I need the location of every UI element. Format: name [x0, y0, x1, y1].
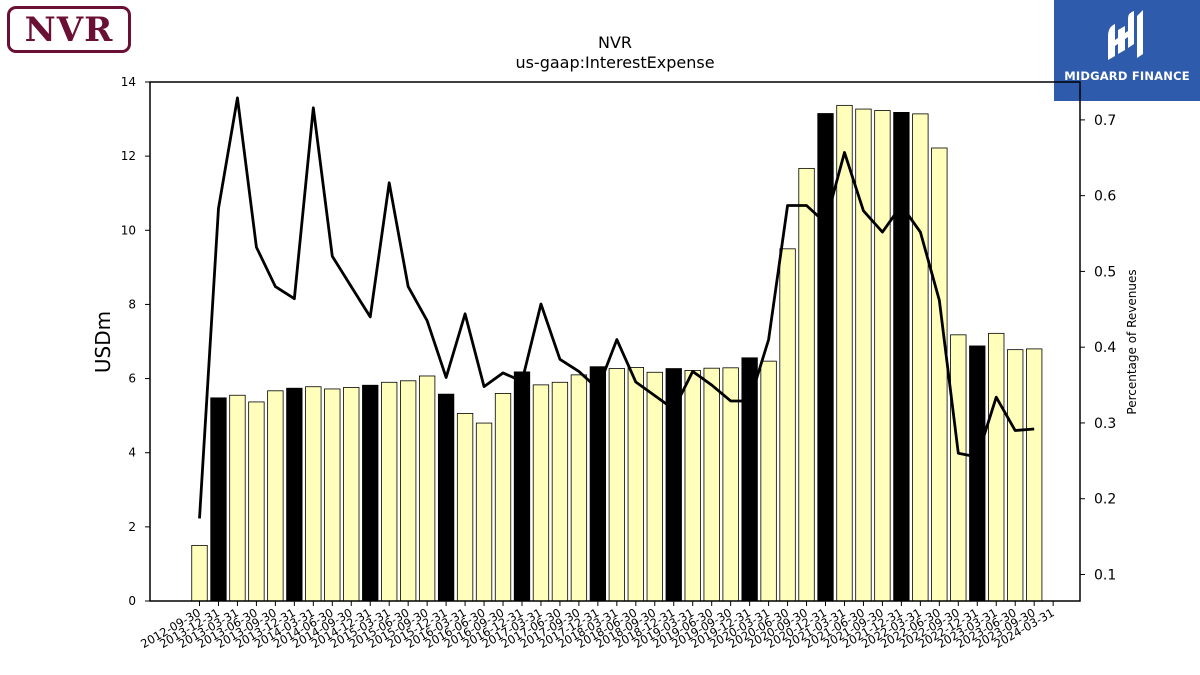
- bar: [267, 390, 284, 602]
- bar: [1007, 349, 1024, 602]
- bar: [381, 381, 398, 602]
- y2-tick-label: 0.2: [1094, 492, 1116, 508]
- y2-tick-label: 0.3: [1094, 416, 1116, 432]
- bar: [229, 394, 246, 602]
- bar: [305, 386, 322, 602]
- y2-tick-label: 0.5: [1094, 264, 1116, 280]
- bar-highlighted: [210, 397, 227, 602]
- bar: [475, 422, 493, 602]
- y-tick-label: 14: [121, 75, 136, 89]
- bar: [874, 110, 891, 602]
- y-tick-label: 4: [128, 446, 136, 460]
- bar: [456, 413, 474, 602]
- y-tick-label: 10: [121, 223, 136, 237]
- bar: [988, 332, 1005, 602]
- bar: [1026, 348, 1043, 602]
- y2-tick-label: 0.4: [1094, 340, 1116, 356]
- bar: [418, 375, 436, 602]
- midgard-logo-text: MIDGARD FINANCE: [1064, 69, 1190, 83]
- bar-highlighted: [969, 345, 986, 602]
- chart-title: NVR: [598, 33, 632, 52]
- bar: [248, 401, 265, 602]
- bar: [608, 368, 625, 602]
- bar: [191, 544, 208, 602]
- y-tick-label: 0: [128, 594, 136, 608]
- y-axis-label: USDm: [91, 311, 115, 373]
- bar: [703, 367, 720, 602]
- nvr-logo: NVR: [7, 6, 131, 53]
- bar-highlighted: [362, 384, 379, 602]
- bar-highlighted: [437, 393, 455, 602]
- y2-tick-label: 0.7: [1094, 113, 1116, 129]
- y-tick-label: 8: [128, 297, 136, 311]
- y-tick-label: 12: [121, 149, 136, 163]
- bar: [798, 167, 815, 602]
- bar-highlighted: [513, 371, 531, 602]
- series-line: [198, 96, 1035, 519]
- midgard-mark-icon: [1108, 10, 1143, 60]
- chart-subtitle: us-gaap:InterestExpense: [515, 53, 714, 72]
- bar: [836, 104, 853, 602]
- y-tick-label: 6: [128, 372, 136, 386]
- bar: [551, 381, 569, 602]
- nvr-logo-frame: NVR: [10, 9, 128, 50]
- bar: [760, 360, 777, 602]
- bar-highlighted: [893, 112, 910, 602]
- midgard-finance-logo: MIDGARD FINANCE: [1054, 0, 1200, 101]
- bar: [532, 384, 550, 602]
- nvr-logo-text: NVR: [24, 9, 114, 50]
- bar: [912, 113, 929, 602]
- bar: [779, 248, 796, 602]
- y-axis-right: 0.1 0.2 0.3 0.4 0.5 0.6 0.7: [1080, 113, 1116, 583]
- bar-highlighted: [817, 113, 834, 602]
- y2-tick-label: 0.6: [1094, 189, 1116, 205]
- plot-frame: [149, 81, 1081, 602]
- bar: [570, 374, 588, 602]
- y-axis-left: 0 2 4 6 8 10 12 14: [121, 75, 150, 608]
- bar: [684, 370, 701, 602]
- x-axis: 2012-09-302013-12-312013-03-312013-06-30…: [138, 601, 1057, 651]
- bar: [950, 334, 967, 602]
- y2-tick-label: 0.1: [1094, 567, 1116, 583]
- bar: [324, 388, 341, 602]
- bar: [931, 147, 948, 602]
- bar: [646, 371, 663, 602]
- bar: [494, 392, 512, 602]
- bar: [722, 367, 739, 602]
- y2-axis-label: Percentage of Revenues: [1125, 269, 1139, 414]
- bar-highlighted: [741, 357, 758, 602]
- y-tick-label: 2: [128, 520, 136, 534]
- bar: [400, 380, 417, 602]
- bar-highlighted: [589, 366, 607, 602]
- bar: [343, 387, 360, 602]
- bar: [855, 108, 872, 602]
- bar-highlighted: [665, 368, 682, 602]
- bar-highlighted: [286, 387, 303, 602]
- bar: [627, 367, 644, 602]
- bars-layer: [191, 104, 1043, 602]
- line-layer: [198, 96, 1035, 519]
